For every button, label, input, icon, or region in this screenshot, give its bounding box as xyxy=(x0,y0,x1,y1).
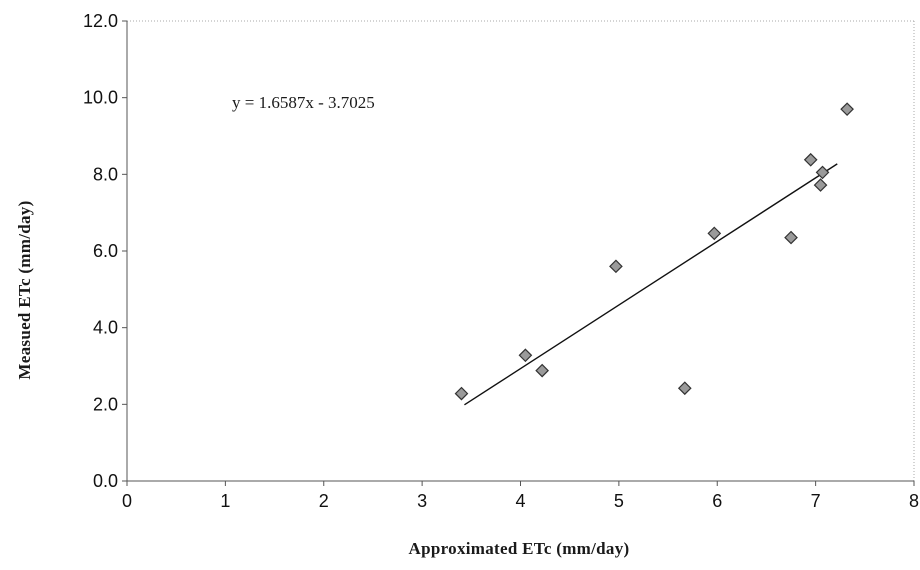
y-axis-title: Measued ETc (mm/day) xyxy=(15,200,34,379)
x-tick-label: 7 xyxy=(811,491,821,511)
trendline xyxy=(464,163,838,406)
data-points xyxy=(454,102,854,401)
data-point xyxy=(784,230,798,245)
data-point xyxy=(803,152,818,167)
x-tick-label: 5 xyxy=(614,491,624,511)
x-tick-label: 2 xyxy=(319,491,329,511)
x-tick-label: 4 xyxy=(515,491,525,511)
data-point xyxy=(707,226,722,241)
y-tick-label: 10.0 xyxy=(83,88,118,108)
y-tick-label: 12.0 xyxy=(83,11,118,31)
axes xyxy=(126,21,914,482)
x-tick-label: 0 xyxy=(122,491,132,511)
y-axis-ticks: 0.0 2.0 4.0 6.0 8.0 10.0 12.0 xyxy=(83,11,127,491)
y-tick-label: 0.0 xyxy=(93,471,118,491)
data-point xyxy=(454,386,469,401)
trendline-line xyxy=(464,163,838,406)
y-tick-label: 6.0 xyxy=(93,241,118,261)
x-tick-label: 1 xyxy=(220,491,230,511)
data-point xyxy=(677,381,692,396)
data-point xyxy=(535,363,549,378)
plot-frame xyxy=(127,20,915,481)
x-tick-label: 3 xyxy=(417,491,427,511)
y-tick-label: 2.0 xyxy=(93,394,118,414)
y-tick-label: 4.0 xyxy=(93,318,118,338)
data-point xyxy=(840,102,854,117)
data-point xyxy=(609,259,623,274)
x-axis-title: Approximated ETc (mm/day) xyxy=(409,539,630,558)
data-point xyxy=(813,178,828,192)
y-tick-label: 8.0 xyxy=(93,164,118,184)
x-tick-label: 8 xyxy=(909,491,919,511)
trendline-equation: y = 1.6587x - 3.7025 xyxy=(232,93,375,112)
data-point xyxy=(815,165,830,180)
x-tick-label: 6 xyxy=(712,491,722,511)
x-axis-ticks: 0 1 2 3 4 5 6 7 8 xyxy=(122,481,919,511)
data-point xyxy=(518,348,533,363)
